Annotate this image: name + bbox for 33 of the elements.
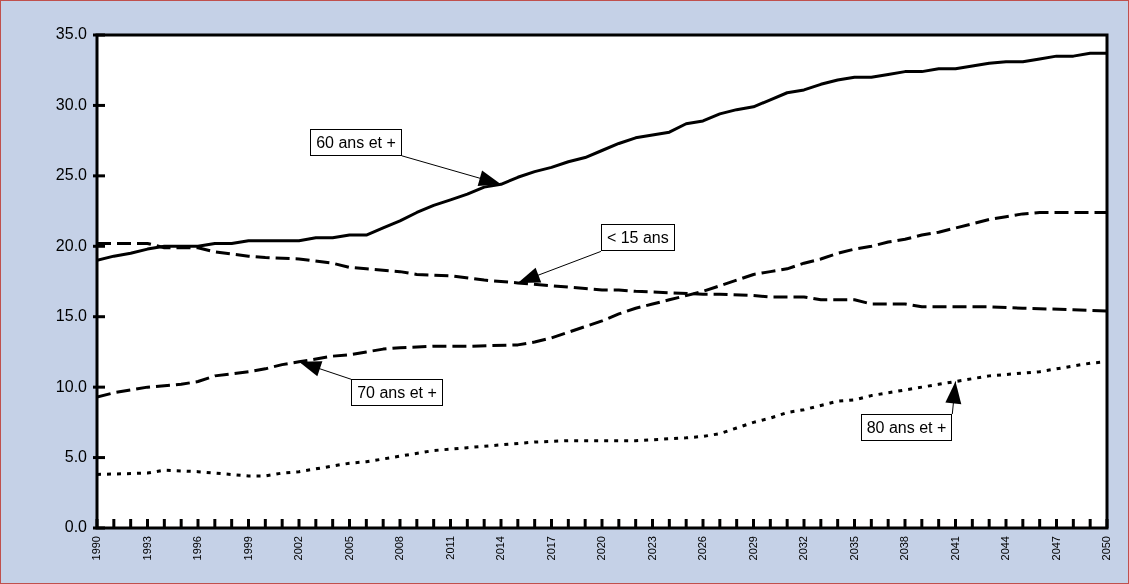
annotation: 60 ans et + bbox=[310, 128, 402, 156]
x-tick-label: 2014 bbox=[494, 536, 507, 561]
y-tick-label: 15.0 bbox=[55, 307, 88, 325]
y-tick-label: 25.0 bbox=[55, 166, 88, 184]
y-tick-label: 5.0 bbox=[64, 447, 88, 465]
y-tick-label: 30.0 bbox=[55, 95, 88, 113]
x-tick-label: 2038 bbox=[898, 536, 911, 561]
x-tick-label: 2020 bbox=[595, 536, 608, 561]
y-tick-label: 0.0 bbox=[64, 518, 88, 536]
x-tick-label: 2047 bbox=[1049, 536, 1062, 561]
annotation: < 15 ans bbox=[600, 224, 675, 252]
x-tick-label: 1993 bbox=[140, 536, 153, 561]
x-tick-label: 2044 bbox=[999, 536, 1012, 561]
x-tick-label: 2050 bbox=[1100, 536, 1113, 561]
y-tick-label: 20.0 bbox=[55, 236, 88, 254]
annotation: 80 ans et + bbox=[860, 414, 953, 441]
x-tick-label: 2032 bbox=[797, 536, 810, 561]
y-tick-label: 10.0 bbox=[55, 377, 88, 395]
x-tick-label: 2017 bbox=[544, 536, 557, 561]
x-tick-label: 2011 bbox=[443, 536, 456, 560]
x-tick-label: 2008 bbox=[393, 536, 406, 561]
x-tick-label: 2035 bbox=[847, 536, 860, 561]
x-tick-label: 2029 bbox=[746, 536, 759, 561]
x-tick-label: 1990 bbox=[90, 536, 103, 561]
x-tick-label: 1996 bbox=[191, 536, 204, 561]
x-tick-label: 2023 bbox=[645, 536, 658, 561]
x-tick-label: 2026 bbox=[696, 536, 709, 561]
x-tick-label: 2002 bbox=[292, 536, 305, 561]
annotation: 70 ans et + bbox=[351, 379, 443, 407]
x-tick-label: 2041 bbox=[948, 536, 961, 561]
x-tick-label: 1999 bbox=[241, 536, 254, 561]
y-tick-label: 35.0 bbox=[55, 25, 88, 43]
x-tick-label: 2005 bbox=[342, 536, 355, 561]
